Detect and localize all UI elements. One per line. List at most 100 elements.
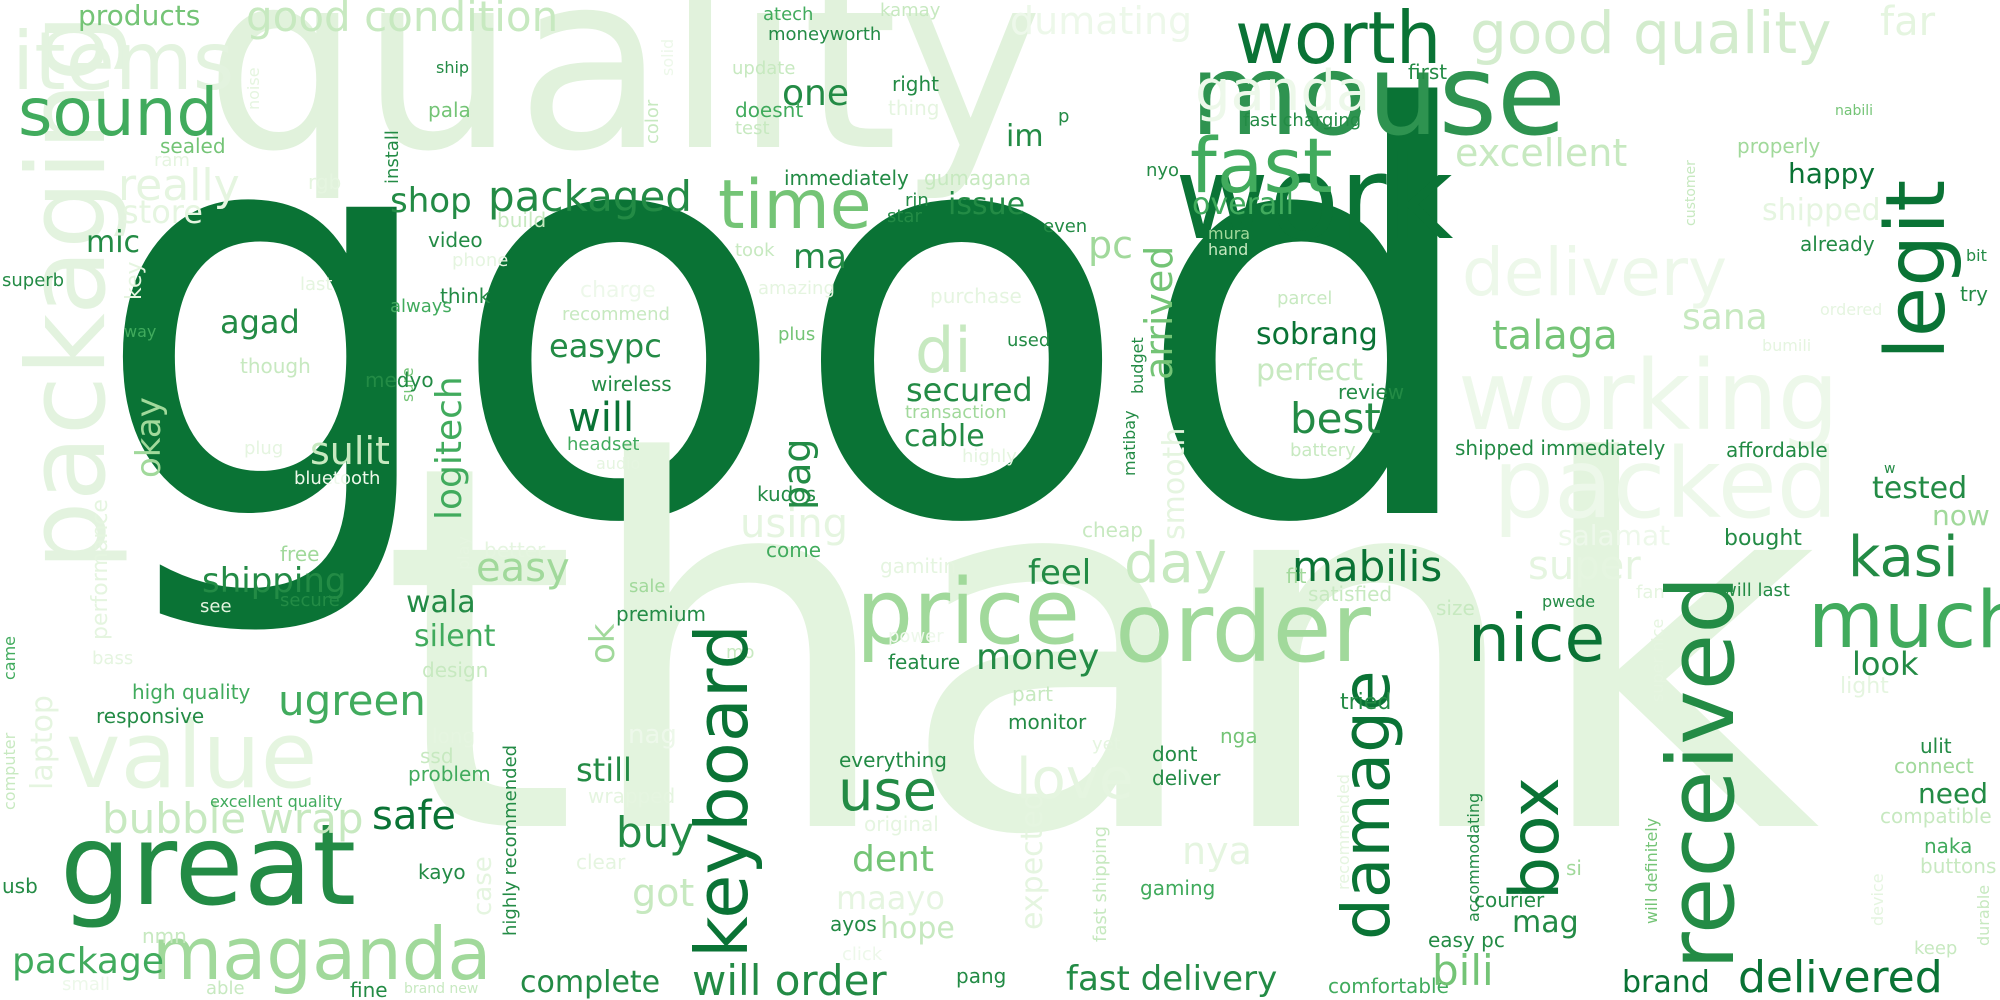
word-talaga: talaga (1492, 313, 1618, 359)
word-long: long (432, 724, 476, 748)
word-hand: hand (1208, 240, 1249, 259)
word-took: took (735, 240, 775, 261)
word-customer: customer (1683, 160, 1699, 226)
word-store: store (122, 193, 203, 231)
word-bought: bought (1724, 526, 1802, 551)
word-bili: bili (1432, 946, 1494, 995)
word-mabilis: mabilis (1292, 542, 1443, 591)
word-mag: mag (1512, 905, 1579, 940)
word-though: though (240, 354, 311, 378)
word-fan: fan (1636, 582, 1665, 603)
word-dumating: dumating (1010, 0, 1193, 43)
word-ugreen: ugreen (278, 676, 426, 725)
word-delivered: delivered (1738, 952, 1943, 1000)
word-even: even (1043, 216, 1088, 237)
word-connect: connect (1894, 754, 1974, 778)
word-complete: complete (520, 965, 661, 1000)
word-device: device (1868, 873, 1887, 926)
word-yet: yet (1092, 734, 1121, 755)
word-solid: solid (658, 38, 677, 76)
word-ulit: ulit (1920, 734, 1952, 758)
word-gumagana: gumagana (924, 166, 1031, 190)
word-much: much (1808, 576, 2000, 666)
word-received: received (1648, 575, 1755, 970)
word-easypc: easypc (549, 327, 662, 365)
word-noise: noise (244, 67, 263, 110)
word-compatible: compatible (1880, 804, 1992, 828)
word-nyo: nyo (1146, 160, 1180, 181)
word-courier: courier (1474, 888, 1545, 912)
word-nga: nga (1220, 724, 1258, 748)
word-kamay: kamay (880, 0, 941, 21)
word-safe: safe (372, 793, 457, 839)
word-issue: issue (948, 187, 1026, 222)
word-kasi: kasi (1848, 525, 1959, 590)
word-bumili: bumili (1762, 336, 1812, 355)
word-right: right (892, 72, 939, 96)
word-mic: mic (86, 225, 141, 260)
word-sana: sana (1682, 297, 1768, 338)
word-really: really (118, 160, 240, 211)
word-packaged: packaged (488, 172, 692, 221)
word-will: will (568, 395, 635, 441)
word-good: good (92, 0, 1489, 646)
word-excellent-quality: excellent quality (210, 792, 343, 811)
word-sale: sale (629, 576, 666, 597)
word-original: original (864, 812, 939, 836)
word-box: box (1496, 777, 1575, 900)
word-atech: atech (763, 4, 814, 25)
word-overall: overall (1192, 187, 1294, 222)
word-si: si (1566, 856, 1582, 880)
word-nabili: nabili (1835, 103, 1874, 119)
word-ma: ma (793, 237, 847, 277)
word-properly: properly (1737, 134, 1821, 158)
word-computer: computer (0, 732, 19, 810)
word-ganda: ganda (1195, 59, 1371, 124)
word-test: test (735, 118, 770, 139)
word-ship: ship (436, 58, 470, 77)
word-already: already (1800, 232, 1875, 256)
word-premium: premium (616, 602, 706, 626)
word-shop: shop (390, 181, 472, 221)
word-value: value (66, 702, 318, 809)
word-ssd: ssd (420, 744, 454, 768)
word-easy-pc: easy pc (1428, 928, 1505, 952)
word-pwede: pwede (1542, 592, 1596, 611)
word-bluetooth: bluetooth (294, 468, 381, 489)
word-kudos: kudos (757, 482, 816, 506)
word-key: key (122, 261, 147, 300)
word-always: always (390, 296, 452, 317)
word-headset: headset (567, 434, 640, 455)
word-mo: mo (726, 642, 755, 663)
word-gamitin: gamitin (880, 554, 957, 578)
word-pang: pang (956, 964, 1007, 988)
word-packed: packed (1493, 428, 1838, 540)
word-smooth: smooth (1157, 427, 1192, 540)
word-good-quality: good quality (1470, 0, 1832, 67)
word-bit: bit (1966, 246, 1987, 265)
word-come: come (766, 538, 822, 562)
word-still: still (576, 751, 632, 789)
word-got: got (632, 871, 695, 915)
word-brand: brand (1622, 965, 1710, 1000)
word-best: best (1290, 394, 1381, 443)
word-secure: secure (280, 590, 340, 611)
word-time: time (718, 166, 872, 245)
word-immediately: immediately (784, 166, 909, 190)
word-try: try (1960, 282, 1988, 306)
word-high-quality: high quality (132, 680, 251, 704)
word-need: need (1918, 777, 1988, 810)
word-excellent: excellent (1455, 131, 1628, 175)
word-great: great (60, 801, 357, 931)
word-tried: tried (1340, 690, 1392, 715)
word-mouse: mouse (1190, 31, 1566, 161)
word-secured: secured (906, 371, 1033, 409)
word-happy: happy (1788, 157, 1876, 190)
word-salamat: salamat (1558, 519, 1671, 552)
word-responsive: responsive (96, 704, 205, 728)
word-comfortable: comfortable (1328, 974, 1449, 998)
word-design: design (422, 658, 489, 682)
word-durable: durable (1974, 884, 1993, 946)
word-silent: silent (414, 619, 496, 654)
